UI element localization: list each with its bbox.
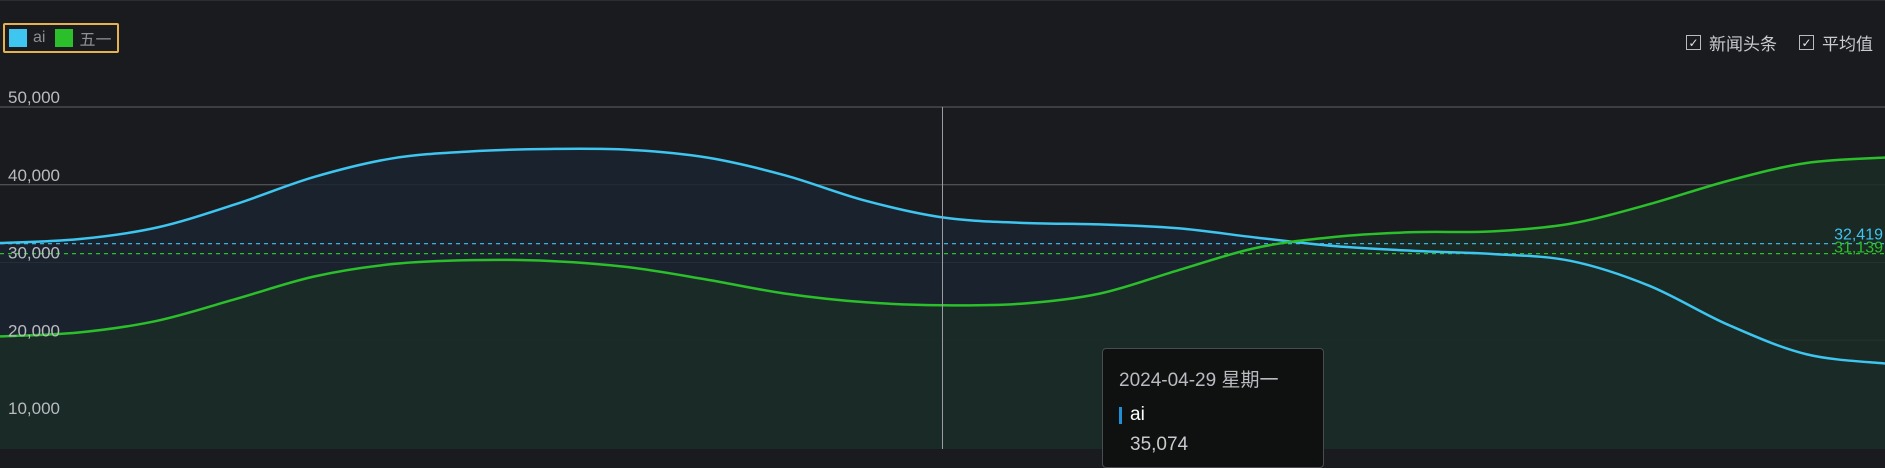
legend: ai 五一 — [3, 23, 119, 53]
chart-tooltip: 2024-04-29 星期一 ai 35,074 — [1102, 348, 1324, 468]
tooltip-date: 2024-04-29 星期一 — [1119, 365, 1307, 392]
y-tick-label-40000: 40,000 — [8, 166, 60, 185]
legend-item-wuyi[interactable]: 五一 — [55, 26, 111, 50]
legend-item-ai[interactable]: ai — [9, 29, 45, 47]
legend-label-wuyi: 五一 — [79, 26, 111, 50]
legend-swatch-wuyi — [55, 29, 73, 47]
y-tick-label-10000: 10,000 — [8, 399, 60, 418]
checkbox-average-icon[interactable]: ✓ — [1799, 35, 1814, 50]
average-label-wuyi: 31,139 — [1834, 240, 1883, 257]
top-border — [0, 0, 1885, 1]
y-tick-label-30000: 30,000 — [8, 244, 60, 263]
toggle-headlines[interactable]: ✓ 新闻头条 — [1686, 30, 1777, 55]
legend-label-ai: ai — [33, 29, 45, 47]
series-toggles: ✓ 新闻头条 ✓ 平均值 — [1686, 30, 1873, 55]
toggle-average[interactable]: ✓ 平均值 — [1799, 30, 1873, 55]
toggle-average-label: 平均值 — [1822, 30, 1873, 55]
chart-svg: 10,000 20,000 30,000 40,000 50,000 32,41931,… — [0, 0, 1885, 449]
tooltip-series-marker — [1119, 407, 1122, 424]
checkbox-headlines-icon[interactable]: ✓ — [1686, 35, 1701, 50]
tooltip-value: 35,074 — [1119, 434, 1307, 456]
tooltip-series-name: ai — [1130, 404, 1145, 426]
y-tick-label-20000: 20,000 — [8, 321, 60, 340]
legend-swatch-ai — [9, 29, 27, 47]
toggle-headlines-label: 新闻头条 — [1709, 30, 1777, 55]
y-tick-label-50000: 50,000 — [8, 88, 60, 107]
